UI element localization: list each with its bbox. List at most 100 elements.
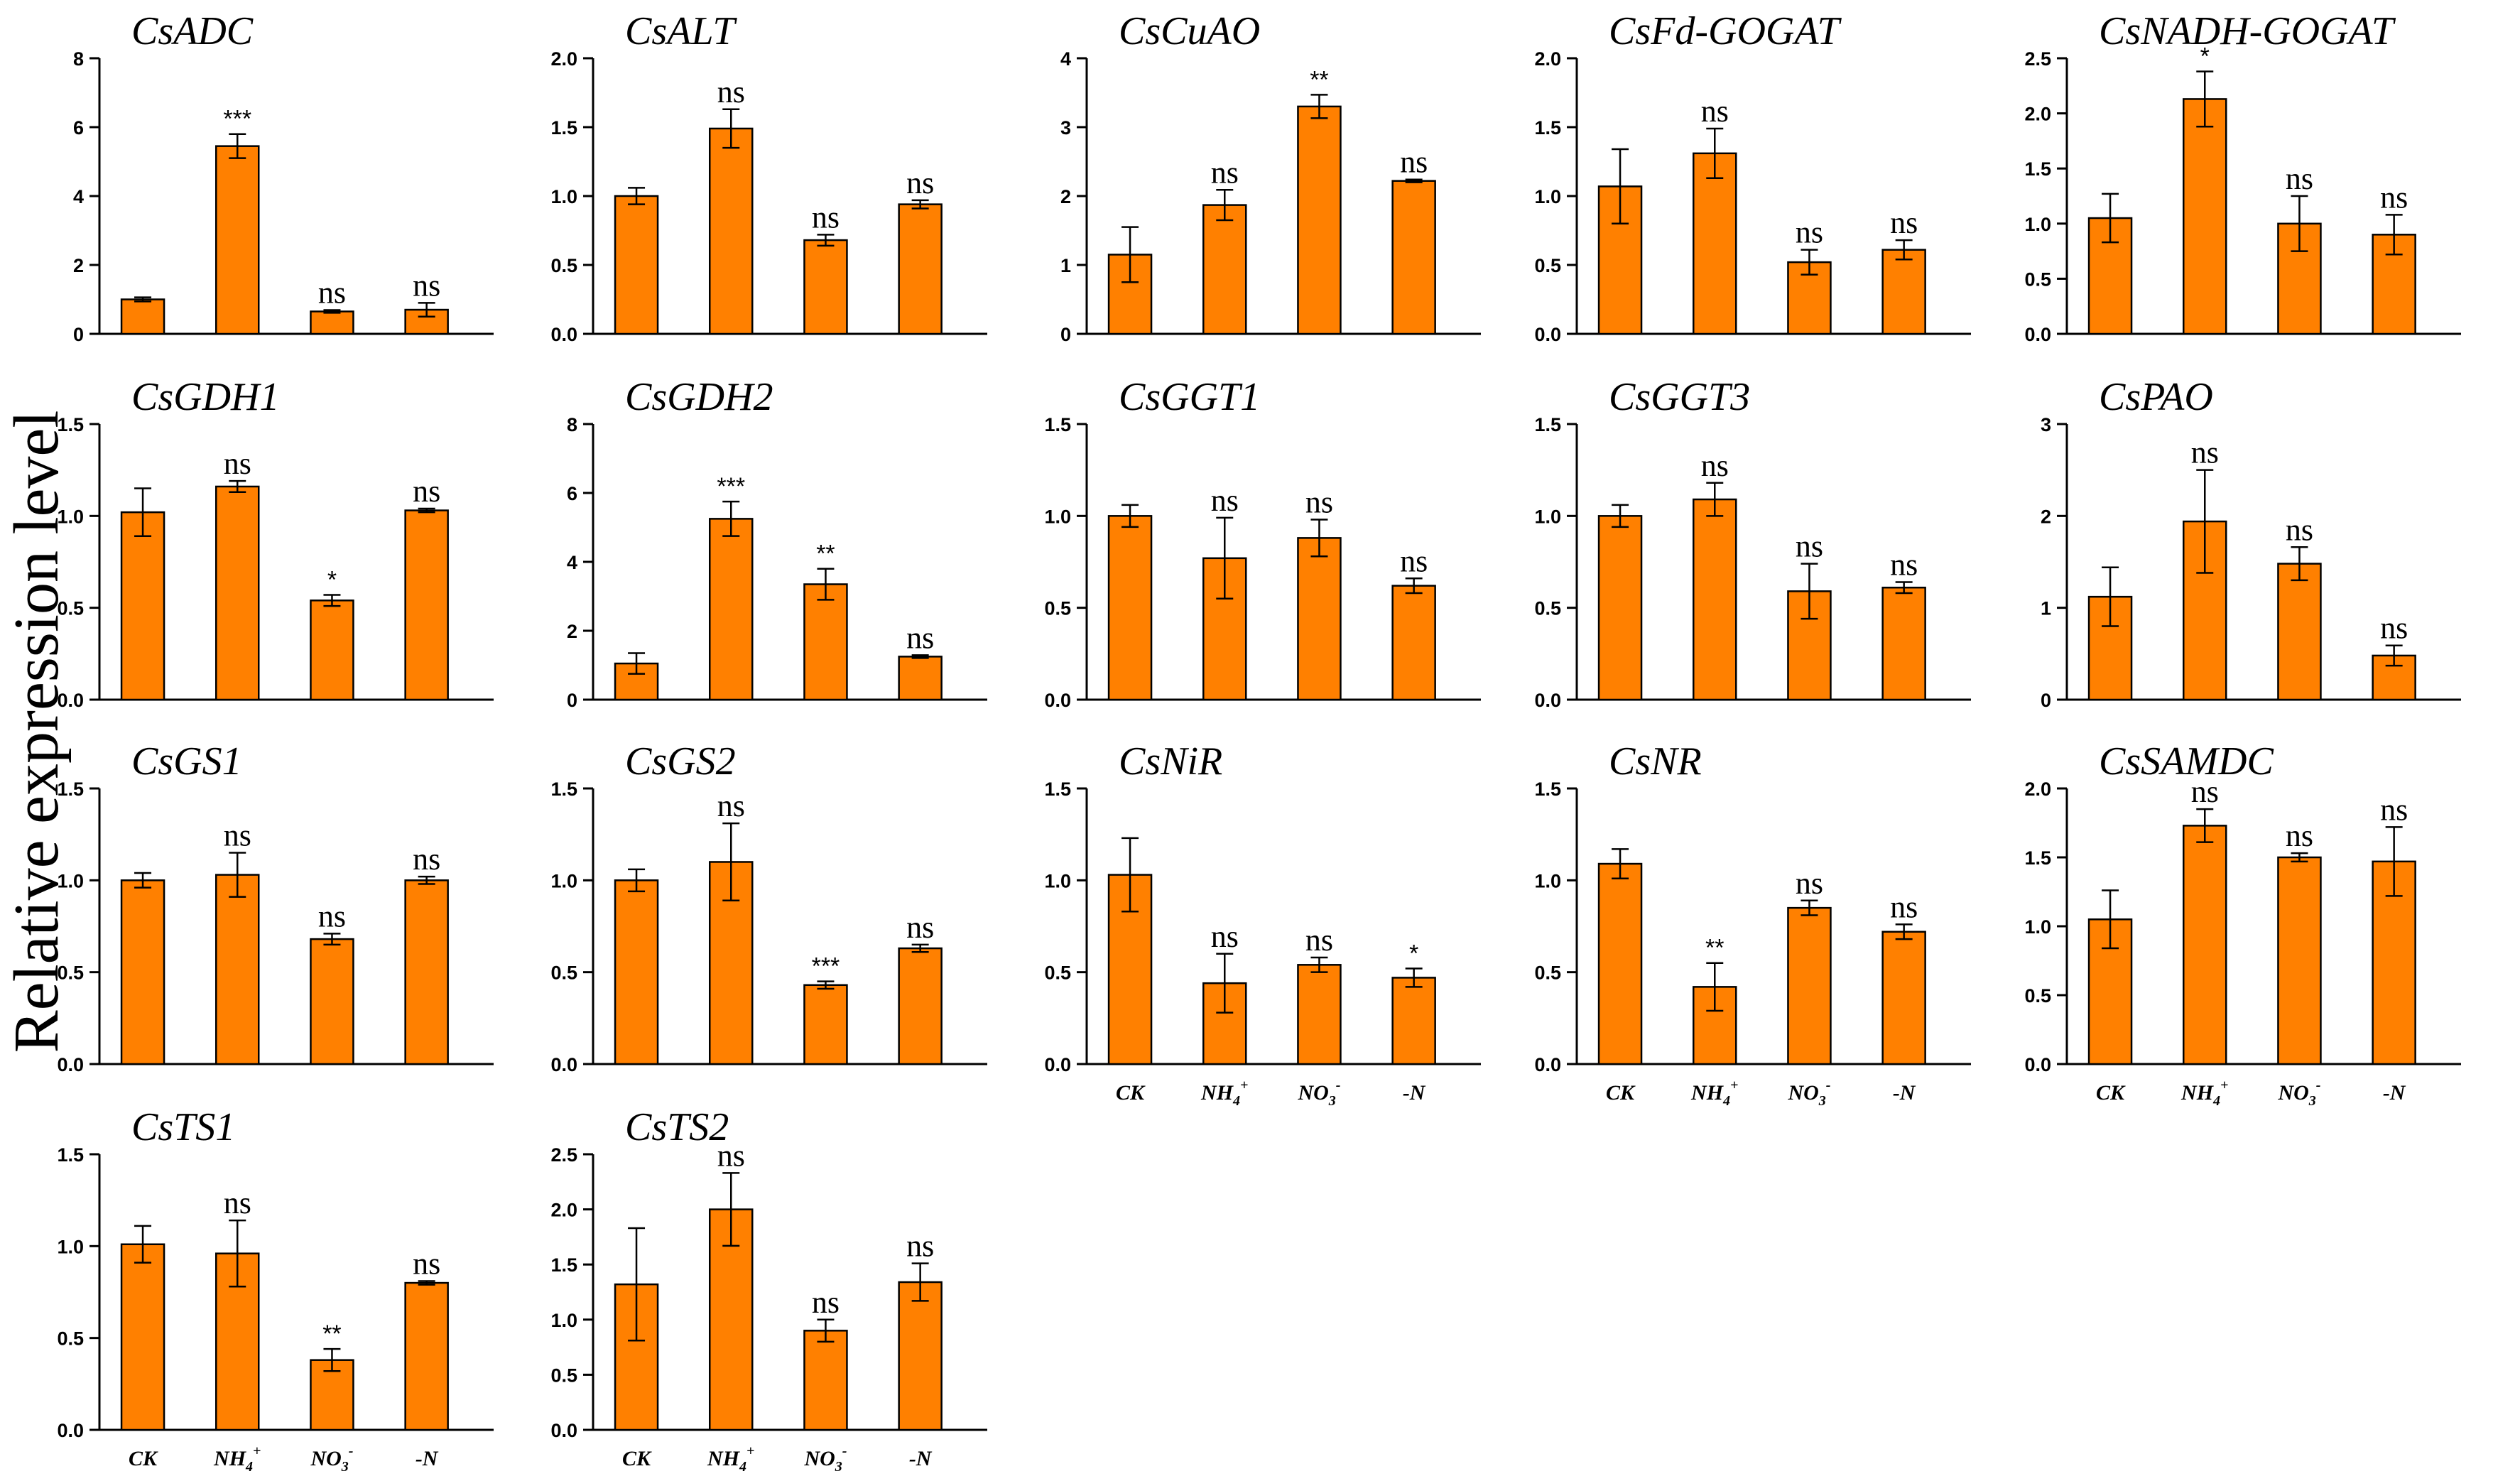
significance-label: ns [318, 899, 346, 933]
chart-panel: CsADC 0 2 4 6 8 *** ns ns [73, 9, 494, 345]
significance-label: ns [1400, 145, 1428, 180]
significance-label: * [2200, 43, 2210, 70]
chart-title: CsTS1 [131, 1105, 235, 1149]
y-tick-label: 0.0 [57, 690, 84, 711]
y-tick-label: 1.5 [1044, 414, 1071, 435]
bar [1787, 906, 1832, 1065]
x-category-label: NO3- [310, 1443, 353, 1475]
bar [1297, 537, 1342, 701]
bar [1881, 249, 1926, 335]
y-tick-label: 4 [73, 186, 84, 207]
bar [215, 485, 260, 701]
significance-label: ** [816, 541, 835, 568]
y-tick-label: 0 [567, 690, 577, 711]
significance-label: ns [1211, 483, 1239, 518]
y-tick-label: 2.5 [550, 1144, 577, 1166]
bar [120, 879, 165, 1065]
significance-label: ns [1305, 485, 1333, 520]
chart-title: CsNADH-GOGAT [2099, 9, 2396, 53]
bar [120, 298, 165, 335]
y-tick-label: 0.5 [2024, 985, 2051, 1007]
significance-label: ns [2380, 180, 2408, 215]
bar [1391, 180, 1436, 335]
significance-label: *** [812, 953, 840, 980]
chart-title: CsFd-GOGAT [1609, 9, 1842, 53]
y-tick-label: 2 [1060, 186, 1071, 207]
bar [1597, 515, 1643, 701]
significance-label: ** [322, 1320, 341, 1347]
y-tick-label: 0 [73, 324, 84, 345]
y-tick-label: 0.0 [1534, 690, 1561, 711]
y-tick-label: 1.0 [1044, 870, 1071, 891]
chart-title: CsGDH1 [131, 375, 279, 419]
bar [215, 874, 260, 1065]
x-category-label: NO3- [2277, 1078, 2320, 1109]
x-category-label: CK [129, 1447, 158, 1470]
y-tick-label: 0.5 [2024, 268, 2051, 290]
significance-label: ns [2286, 161, 2313, 196]
x-category-label: -N [2383, 1081, 2406, 1105]
x-category-label: CK [1116, 1081, 1146, 1105]
y-tick-label: 8 [567, 414, 577, 435]
chart-title: CsADC [131, 9, 254, 53]
bar [898, 1281, 943, 1431]
bar [1693, 152, 1737, 335]
x-category-label: NO3- [1787, 1078, 1830, 1109]
chart-title: CsGGT3 [1609, 375, 1750, 419]
y-tick-label: 8 [73, 48, 84, 70]
chart-panel: CsCuAO 0 1 2 3 4 ns ** ns [1060, 9, 1481, 345]
bar [1391, 977, 1436, 1065]
significance-label: * [327, 567, 337, 594]
y-tick-label: 1.5 [1534, 117, 1561, 139]
y-tick-label: 0.5 [550, 962, 577, 984]
y-tick-label: 0.0 [1534, 324, 1561, 345]
y-tick-label: 1.5 [550, 117, 577, 139]
bar [803, 239, 848, 335]
y-tick-label: 1.0 [550, 186, 577, 207]
significance-label: *** [717, 473, 745, 500]
y-tick-label: 0.0 [550, 1054, 577, 1075]
chart-panel: CsGGT3 0.0 0.5 1.0 1.5 ns ns ns [1534, 375, 1971, 711]
y-tick-label: 0.0 [1044, 690, 1071, 711]
significance-label: ** [1705, 935, 1724, 962]
chart-title: CsGS2 [625, 739, 736, 783]
bar [803, 984, 848, 1065]
y-tick-label: 1.5 [2024, 847, 2051, 869]
x-category-label: NO3- [1297, 1078, 1340, 1109]
significance-label: ns [717, 1138, 745, 1173]
y-tick-label: 1.0 [57, 1236, 84, 1257]
significance-label: ns [224, 818, 251, 853]
y-tick-label: 0.5 [1534, 598, 1561, 619]
y-tick-label: 1.0 [2024, 916, 2051, 938]
significance-label: * [1409, 940, 1418, 967]
y-tick-label: 2.0 [2024, 104, 2051, 125]
y-tick-label: 0.5 [57, 962, 84, 984]
y-tick-label: 0 [1060, 324, 1071, 345]
significance-label: ns [1305, 923, 1333, 958]
x-category-label: CK [622, 1447, 652, 1470]
significance-label: ns [1890, 205, 1918, 240]
chart-panel: CsFd-GOGAT 0.0 0.5 1.0 1.5 2.0 ns ns ns [1534, 9, 1971, 345]
y-tick-label: 0.5 [1534, 962, 1561, 984]
y-tick-label: 2.5 [2024, 48, 2051, 70]
y-tick-label: 0.0 [57, 1420, 84, 1441]
y-tick-label: 6 [567, 483, 577, 504]
bar [2277, 856, 2322, 1065]
y-tick-label: 0.5 [550, 1365, 577, 1386]
significance-label: *** [223, 106, 251, 133]
bar [404, 879, 449, 1065]
bar [803, 1330, 848, 1431]
significance-label: ns [2191, 774, 2219, 809]
bar [1107, 515, 1153, 701]
significance-label: ns [224, 1186, 251, 1220]
chart-panel: CsTS2 0.0 0.5 1.0 1.5 2.0 2.5 ns ns ns CK NH4+ NO3- -… [550, 1105, 987, 1475]
y-tick-label: 1.5 [550, 779, 577, 800]
bar [1297, 105, 1342, 335]
bar [709, 861, 754, 1065]
significance-label: ns [812, 200, 840, 234]
bar [120, 1243, 165, 1431]
significance-label: ns [906, 166, 934, 200]
chart-title: CsGDH2 [625, 375, 773, 419]
